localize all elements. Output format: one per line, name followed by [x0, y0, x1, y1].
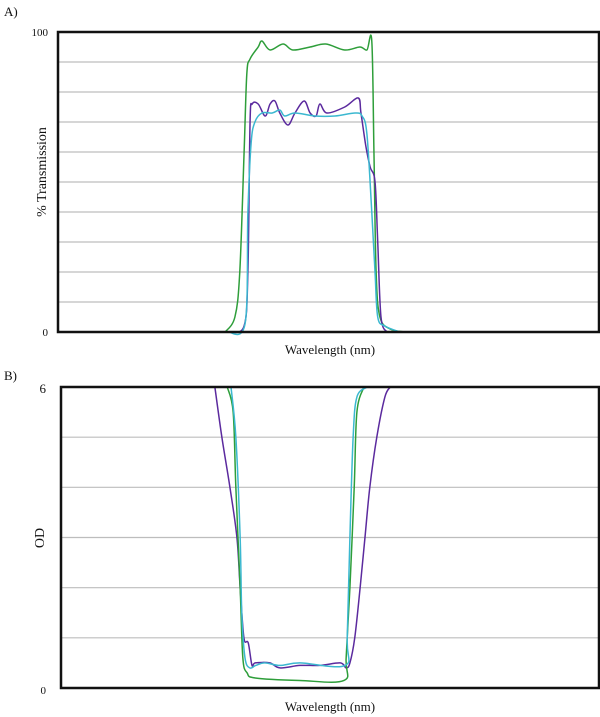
panel-a-ytick-min: 0	[43, 327, 49, 339]
panel-b: B) 6 0 OD Wavelength (nm)	[4, 368, 600, 714]
panel-b-series-line-2	[226, 386, 365, 683]
panel-b-x-axis-label: Wavelength (nm)	[285, 699, 375, 714]
panel-b-series-line-3	[230, 386, 368, 669]
panel-b-gridlines	[61, 436, 599, 639]
panel-b-series	[214, 386, 391, 683]
panel-a-x-axis-label: Wavelength (nm)	[285, 342, 375, 357]
panel-a-gridlines	[58, 61, 599, 303]
panel-b-ytick-max: 6	[40, 381, 47, 396]
panel-a-ytick-max: 100	[32, 27, 49, 39]
panel-a-y-axis-label: % Transmission	[35, 127, 50, 217]
panel-b-label: B)	[4, 368, 17, 383]
panel-a-series-line-1	[224, 34, 405, 333]
panel-a-label: A)	[4, 4, 18, 19]
panel-a: A) 100 0 % Transmission Wavelength (nm)	[4, 4, 600, 357]
panel-a-plot-frame	[56, 30, 600, 334]
panel-b-y-axis-label: OD	[33, 528, 48, 548]
panel-a-series-line-3	[227, 109, 401, 336]
panel-b-plot-frame	[59, 385, 600, 690]
panel-a-series-line-2	[229, 97, 388, 334]
panel-b-ytick-min: 0	[41, 685, 47, 697]
panel-a-series	[224, 34, 405, 336]
